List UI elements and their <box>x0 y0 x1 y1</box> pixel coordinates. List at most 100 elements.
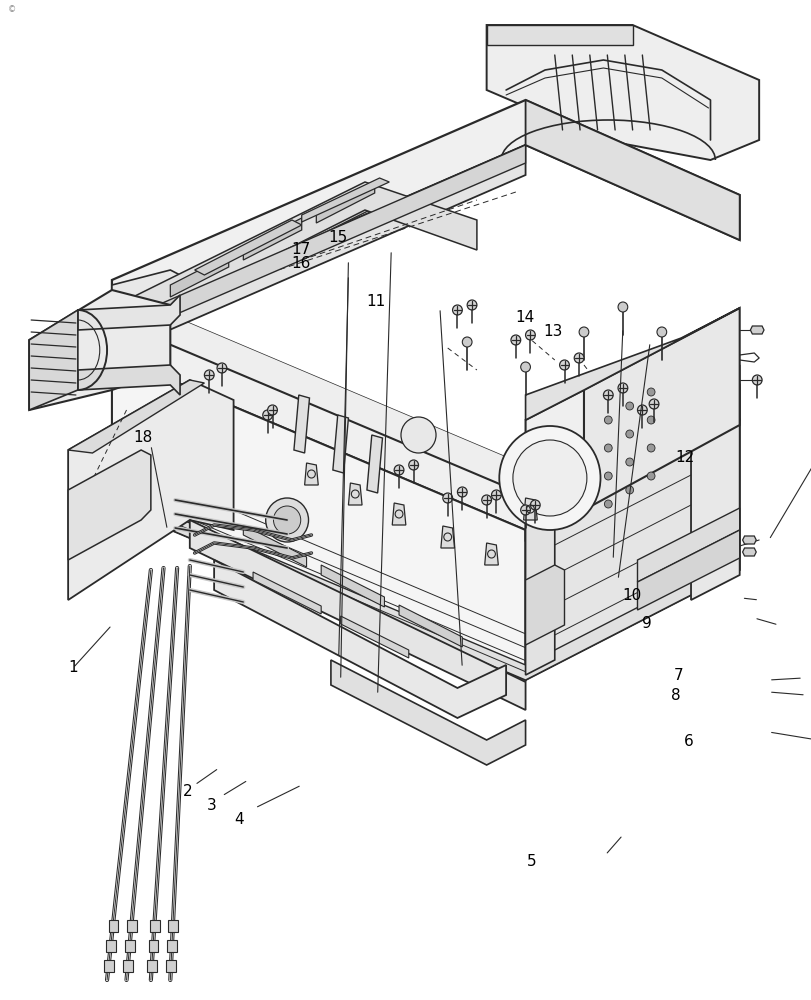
Polygon shape <box>147 960 157 972</box>
Circle shape <box>625 458 633 466</box>
Polygon shape <box>78 295 180 330</box>
Polygon shape <box>331 660 525 765</box>
Text: 16: 16 <box>291 255 311 270</box>
Polygon shape <box>525 420 739 680</box>
Circle shape <box>646 472 654 480</box>
Polygon shape <box>170 255 229 297</box>
Polygon shape <box>333 415 348 473</box>
Text: 9: 9 <box>642 615 651 631</box>
Circle shape <box>401 417 436 453</box>
Circle shape <box>461 337 471 347</box>
Text: 4: 4 <box>234 812 243 828</box>
Polygon shape <box>195 220 302 275</box>
Circle shape <box>646 416 654 424</box>
Circle shape <box>263 410 272 420</box>
Polygon shape <box>316 181 374 223</box>
Polygon shape <box>253 572 321 614</box>
Polygon shape <box>690 365 739 600</box>
Circle shape <box>752 375 762 385</box>
Circle shape <box>510 335 520 345</box>
Text: 1: 1 <box>69 660 78 676</box>
Polygon shape <box>304 463 318 485</box>
Text: 15: 15 <box>328 231 347 245</box>
Text: 3: 3 <box>207 798 217 814</box>
Polygon shape <box>122 185 466 335</box>
Circle shape <box>499 426 600 530</box>
Circle shape <box>625 430 633 438</box>
Circle shape <box>268 405 277 415</box>
Polygon shape <box>68 380 234 600</box>
Polygon shape <box>112 320 739 530</box>
Circle shape <box>617 302 627 312</box>
Polygon shape <box>112 290 739 500</box>
Circle shape <box>452 305 461 315</box>
Polygon shape <box>166 960 176 972</box>
Polygon shape <box>348 483 362 505</box>
Polygon shape <box>243 218 302 260</box>
Polygon shape <box>525 565 564 645</box>
Polygon shape <box>302 178 388 222</box>
Polygon shape <box>109 920 118 932</box>
Circle shape <box>273 506 300 534</box>
Polygon shape <box>29 310 78 410</box>
Circle shape <box>603 444 611 452</box>
Polygon shape <box>637 508 739 582</box>
Text: 11: 11 <box>366 294 385 308</box>
Circle shape <box>408 460 418 470</box>
Circle shape <box>393 465 403 475</box>
Polygon shape <box>243 525 307 567</box>
Circle shape <box>625 486 633 494</box>
Circle shape <box>491 490 500 500</box>
Circle shape <box>513 440 586 516</box>
Text: 12: 12 <box>675 450 694 466</box>
Polygon shape <box>168 920 178 932</box>
Circle shape <box>525 330 534 340</box>
Polygon shape <box>486 25 632 45</box>
Text: 7: 7 <box>672 668 682 682</box>
Polygon shape <box>440 526 454 548</box>
Polygon shape <box>525 308 739 420</box>
Polygon shape <box>106 940 116 952</box>
Polygon shape <box>78 365 180 395</box>
Circle shape <box>204 370 214 380</box>
Polygon shape <box>104 960 114 972</box>
Circle shape <box>648 399 658 409</box>
Polygon shape <box>125 940 135 952</box>
Polygon shape <box>486 25 758 160</box>
Polygon shape <box>190 520 525 710</box>
Polygon shape <box>150 920 159 932</box>
Polygon shape <box>525 100 739 240</box>
Polygon shape <box>523 498 537 520</box>
Circle shape <box>559 360 569 370</box>
Circle shape <box>481 495 491 505</box>
Polygon shape <box>525 505 554 675</box>
Text: 8: 8 <box>670 688 680 704</box>
Polygon shape <box>749 326 763 334</box>
Polygon shape <box>392 503 406 525</box>
Circle shape <box>603 500 611 508</box>
Polygon shape <box>68 380 204 453</box>
Circle shape <box>520 505 530 515</box>
Circle shape <box>466 300 476 310</box>
Circle shape <box>442 493 452 503</box>
Circle shape <box>265 498 308 542</box>
Polygon shape <box>112 355 525 680</box>
Polygon shape <box>214 560 505 718</box>
Circle shape <box>530 500 539 510</box>
Polygon shape <box>742 536 755 544</box>
Circle shape <box>578 327 588 337</box>
Circle shape <box>625 402 633 410</box>
Circle shape <box>646 444 654 452</box>
Text: ©: © <box>8 5 16 14</box>
Polygon shape <box>112 270 190 305</box>
Polygon shape <box>525 390 583 540</box>
Polygon shape <box>29 290 170 410</box>
Polygon shape <box>112 490 739 680</box>
Text: 2: 2 <box>182 784 192 800</box>
Polygon shape <box>583 308 739 510</box>
Text: 18: 18 <box>133 430 152 446</box>
Polygon shape <box>398 605 461 647</box>
Polygon shape <box>484 543 498 565</box>
Text: 5: 5 <box>526 854 536 868</box>
Polygon shape <box>112 145 525 355</box>
